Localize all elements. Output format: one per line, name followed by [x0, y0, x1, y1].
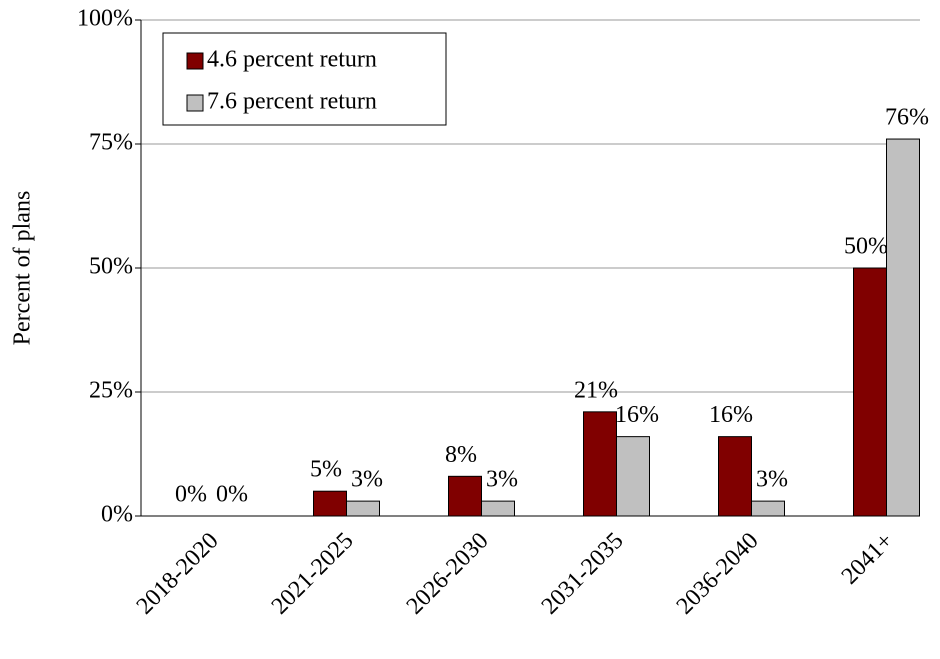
- legend-label: 4.6 percent return: [207, 47, 377, 73]
- x-tick-label: 2026-2030: [402, 528, 494, 620]
- legend-box: [162, 32, 447, 126]
- data-label: 8%: [445, 442, 477, 468]
- legend-label: 7.6 percent return: [207, 89, 377, 115]
- bar: [718, 436, 752, 517]
- y-tick-label: 0%: [101, 502, 133, 528]
- y-tick-label: 100%: [77, 6, 133, 32]
- data-label: 3%: [756, 467, 788, 493]
- y-tick-label: 75%: [89, 130, 133, 156]
- data-label: 0%: [216, 482, 248, 508]
- data-label: 5%: [310, 457, 342, 483]
- bar: [751, 500, 785, 517]
- data-label: 3%: [351, 467, 383, 493]
- bar: [448, 475, 482, 517]
- data-label: 76%: [885, 105, 929, 131]
- x-tick-label: 2031-2035: [537, 528, 629, 620]
- x-tick-label: 2021-2025: [267, 528, 359, 620]
- x-tick-label: 2018-2020: [132, 528, 224, 620]
- bar: [313, 490, 347, 517]
- legend-swatch: [186, 94, 204, 112]
- y-axis-label: Percent of plans: [10, 191, 36, 346]
- data-label: 21%: [574, 377, 618, 403]
- data-label: 50%: [844, 234, 888, 260]
- data-label: 16%: [709, 402, 753, 428]
- bar: [886, 138, 920, 517]
- data-label: 16%: [615, 402, 659, 428]
- y-tick-label: 25%: [89, 378, 133, 404]
- bar: [616, 436, 650, 517]
- bar: [481, 500, 515, 517]
- data-label: 3%: [486, 467, 518, 493]
- bar: [583, 411, 617, 517]
- bar: [853, 267, 887, 517]
- x-tick-label: 2036-2040: [672, 528, 764, 620]
- bar: [346, 500, 380, 517]
- legend-swatch: [186, 52, 204, 70]
- x-tick-label: 2041+: [837, 528, 899, 590]
- y-tick-label: 50%: [89, 254, 133, 280]
- data-label: 0%: [175, 482, 207, 508]
